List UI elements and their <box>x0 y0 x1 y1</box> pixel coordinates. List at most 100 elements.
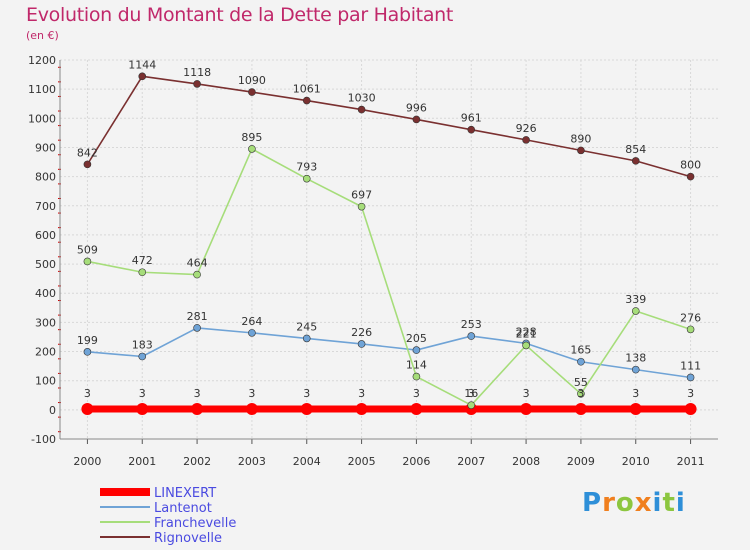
brand-letter: i <box>675 488 686 518</box>
data-label: 276 <box>680 311 701 324</box>
data-point <box>83 160 92 169</box>
x-tick-label: 2008 <box>512 455 540 468</box>
series-lantenot <box>83 324 695 382</box>
data-point <box>302 174 311 183</box>
x-tick-label: 2003 <box>238 455 266 468</box>
data-label: 1061 <box>293 83 321 96</box>
data-label: 472 <box>132 254 153 267</box>
y-tick-label: 1200 <box>28 54 56 67</box>
data-point <box>193 324 201 332</box>
data-point <box>81 402 94 415</box>
data-label: 3 <box>413 387 420 400</box>
data-label: 1118 <box>183 66 211 79</box>
data-label: 3 <box>194 387 201 400</box>
data-label: 3 <box>248 387 255 400</box>
data-point <box>412 372 421 381</box>
y-tick-label: 400 <box>35 287 56 300</box>
data-point <box>248 145 256 153</box>
data-point <box>248 329 256 337</box>
data-label: 3 <box>577 387 584 400</box>
data-label: 1090 <box>238 74 266 87</box>
data-label: 165 <box>570 344 591 357</box>
data-label: 3 <box>358 387 365 400</box>
data-label: 961 <box>461 112 482 125</box>
data-point <box>686 325 695 334</box>
data-label: 697 <box>351 189 372 202</box>
data-point <box>300 402 313 415</box>
data-point <box>412 115 421 124</box>
x-tick-label: 2011 <box>677 455 705 468</box>
data-label: 854 <box>625 143 646 156</box>
data-point <box>83 257 92 266</box>
data-label: 3 <box>139 387 146 400</box>
data-point <box>83 348 92 356</box>
data-label: 895 <box>241 131 262 144</box>
y-tick-label: 0 <box>49 404 56 417</box>
data-point <box>684 402 697 415</box>
series-line <box>86 75 691 178</box>
data-label: 842 <box>77 146 98 159</box>
chart-title: Evolution du Montant de la Dette par Hab… <box>26 4 454 26</box>
y-tick-label: 100 <box>35 375 56 388</box>
data-point <box>248 88 256 96</box>
data-point <box>577 146 585 155</box>
y-tick-label: 200 <box>35 346 56 359</box>
data-label: 205 <box>406 332 427 345</box>
series-line <box>87 327 691 379</box>
data-point <box>245 402 258 415</box>
y-tick-label: 500 <box>35 258 56 271</box>
data-label: 339 <box>625 293 646 306</box>
x-tick-label: 2005 <box>348 455 376 468</box>
data-label: 464 <box>187 257 208 270</box>
legend-label: Franchevelle <box>154 516 236 531</box>
x-tick-label: 2006 <box>402 455 430 468</box>
data-label: 3 <box>687 387 694 400</box>
data-point <box>686 373 695 382</box>
data-label: 55 <box>574 376 588 389</box>
data-point <box>357 105 366 114</box>
data-point <box>138 352 147 361</box>
data-point <box>138 268 147 277</box>
data-label: 800 <box>680 159 701 172</box>
legend-label: LINEXERT <box>154 486 216 501</box>
data-label: 138 <box>625 352 646 365</box>
data-point <box>522 136 530 144</box>
data-point <box>467 332 476 340</box>
data-label: 114 <box>406 359 427 372</box>
data-label: 793 <box>296 161 317 174</box>
data-label: 264 <box>241 315 262 328</box>
brand-letter: r <box>602 488 616 518</box>
x-tick-label: 2007 <box>457 455 485 468</box>
data-label: 226 <box>351 326 372 339</box>
data-point <box>357 340 366 348</box>
data-point <box>467 125 476 134</box>
data-label: 3 <box>523 387 530 400</box>
data-point <box>631 365 640 374</box>
x-tick-label: 2004 <box>293 455 321 468</box>
data-point <box>520 402 533 415</box>
y-tick-label: 300 <box>35 316 56 329</box>
data-label: 3 <box>84 387 91 400</box>
data-label: 16 <box>464 387 478 400</box>
x-tick-label: 2000 <box>73 455 101 468</box>
data-label: 228 <box>516 325 537 338</box>
legend-label: Rignovelle <box>154 531 222 546</box>
data-point <box>136 402 149 415</box>
brand-logo: Proxiti <box>582 488 686 518</box>
series-line <box>87 148 691 406</box>
data-point <box>193 80 201 88</box>
data-label: 199 <box>77 334 98 347</box>
data-point <box>631 307 640 315</box>
plot-area <box>60 60 718 439</box>
y-tick-label: 1000 <box>28 112 56 125</box>
x-tick-label: 2001 <box>128 455 156 468</box>
brand-letter: t <box>662 488 676 518</box>
series-rignovelle <box>83 72 695 181</box>
data-label: 926 <box>516 122 537 135</box>
data-label: 1030 <box>348 92 376 105</box>
data-label: 245 <box>296 320 317 333</box>
data-point <box>629 402 642 415</box>
x-tick-label: 2010 <box>622 455 650 468</box>
